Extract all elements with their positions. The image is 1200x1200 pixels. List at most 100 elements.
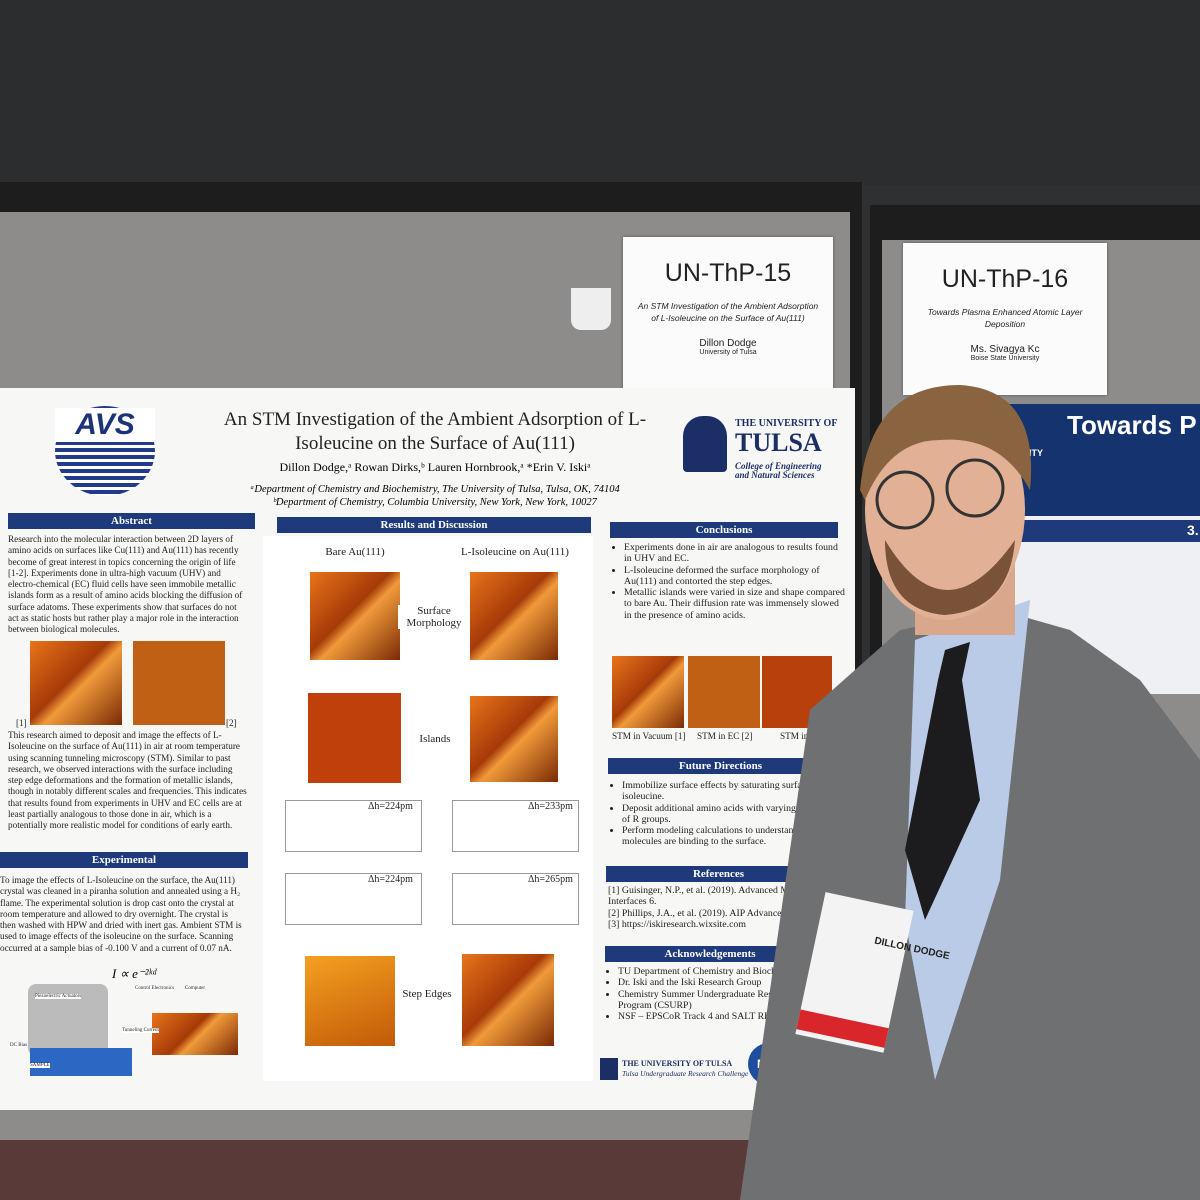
neighbor-poster: Towards P SITY 3.: [1005, 404, 1200, 694]
bullet: Chemistry Summer Undergraduate Research …: [618, 989, 828, 1012]
future-list: Immobilize surface effects by saturating…: [610, 780, 844, 848]
height-profile: [285, 873, 422, 925]
stm-image: [310, 572, 400, 660]
sign: UN-ThP-16 Towards Plasma Enhanced Atomic…: [903, 243, 1107, 395]
hair: [860, 385, 1032, 500]
tulsa-mark: [600, 1058, 618, 1080]
height-profile: [452, 873, 579, 925]
face: [865, 400, 1025, 620]
diagram-label: Control Electronics: [135, 986, 175, 991]
diagram-label: DC Bias: [10, 1043, 28, 1048]
height-profile: [285, 800, 422, 852]
footer-line: Tulsa Undergraduate Research Challenge: [622, 1069, 749, 1078]
neighbor-label: SITY: [1023, 448, 1044, 458]
stm-image: [133, 641, 225, 725]
stm-image: [308, 693, 401, 783]
bullet: Experiments done in air are analogous to…: [624, 542, 846, 565]
stm-image: [470, 696, 558, 782]
bullet: Metallic islands were varied in size and…: [624, 587, 846, 621]
references-list: [1] Guisinger, N.P., et al. (2019). Adva…: [608, 885, 828, 930]
university-line: THE UNIVERSITY OF: [735, 418, 838, 429]
stm-image: [470, 572, 558, 660]
sign-affiliation: University of Tulsa: [699, 349, 757, 356]
avs-logo: AVS: [55, 408, 155, 442]
column-label: Bare Au(111): [325, 546, 385, 558]
sign-affiliation: Boise State University: [970, 355, 1040, 362]
section-heading: Acknowledgements: [605, 946, 815, 962]
row-label: Step Edges: [402, 988, 452, 1000]
sample-block: [30, 1048, 132, 1076]
tie: [905, 642, 980, 920]
sign-author: Dillon Dodge: [699, 338, 757, 349]
height-label: Δh=224pm: [368, 874, 413, 885]
poster-title: An STM Investigation of the Ambient Adso…: [223, 409, 647, 454]
section-heading: Results and Discussion: [277, 517, 591, 533]
neighbor-band: [1005, 520, 1200, 542]
bullet: Deposit additional amino acids with vary…: [622, 803, 844, 826]
bullet: Dr. Iski and the Iski Research Group: [618, 977, 828, 988]
diagram-label: SAMPLE: [30, 1063, 50, 1068]
bullet: TU Department of Chemistry and Biochemi: [618, 966, 828, 977]
sign-code: UN-ThP-15: [664, 259, 792, 287]
bullet: Perform modeling calculations to underst…: [622, 825, 844, 848]
neighbor-title: Towards P: [1067, 410, 1197, 440]
affiliation: ᵇDepartment of Chemistry, Columbia Unive…: [273, 497, 597, 508]
height-label: Δh=224pm: [368, 801, 413, 812]
badge: [795, 892, 914, 1053]
section-heading: References: [606, 866, 831, 882]
section-heading: Abstract: [8, 513, 255, 529]
wall: [0, 0, 1200, 185]
sign: UN-ThP-15 An STM Investigation of the Am…: [623, 237, 833, 400]
affiliation: ᵃDepartment of Chemistry and Biochemistr…: [250, 484, 620, 495]
height-profile: [452, 800, 579, 852]
glasses: [945, 458, 1005, 518]
bullet: L-Isoleucine deformed the surface morpho…: [624, 565, 846, 588]
figure-label: [2]: [226, 718, 237, 728]
row-label: Islands: [419, 733, 451, 745]
poster-authors: Dillon Dodge,ᵃ Rowan Dirks,ᵇ Lauren Horn…: [279, 460, 591, 474]
caption: STM in Air: [780, 731, 823, 741]
acknowledgements-list: TU Department of Chemistry and BiochemiD…: [606, 966, 828, 1022]
stm-image: [462, 954, 554, 1046]
sign-author: Ms. Sivagya Kc: [970, 344, 1040, 355]
sign-code: UN-ThP-16: [941, 265, 1069, 293]
beard: [885, 540, 1015, 615]
stm-image: [688, 656, 760, 728]
bullet: NSF – EPSCoR Track 4 and SALT REU: [618, 1011, 828, 1022]
bullet: Immobilize surface effects by saturating…: [622, 780, 844, 803]
neighbor-section: 3.: [1187, 522, 1199, 538]
section-heading: Conclusions: [610, 522, 838, 538]
caption: STM in EC [2]: [697, 731, 753, 741]
person: DILLON DODGE: [740, 385, 1200, 1200]
footer-line: THE UNIVERSITY OF TULSA: [622, 1059, 733, 1068]
experimental-text: To image the effects of L-Isoleucine on …: [0, 875, 242, 953]
stm-image: [152, 1013, 238, 1055]
college: College of Engineering and Natural Scien…: [735, 461, 822, 480]
equation: I ∝ e⁻²ᵏᵈ: [112, 966, 157, 981]
column-label: L-Isoleucine on Au(111): [461, 546, 569, 558]
section-heading: Experimental: [0, 852, 248, 868]
diagram-label: Piezoelectric Actuators: [35, 994, 82, 999]
tulsa-crest: [683, 416, 727, 472]
caption: STM in Vacuum [1]: [612, 731, 686, 741]
stm-image: [30, 641, 122, 725]
figure-label: [1]: [16, 718, 27, 728]
abstract-text: Research into the molecular interaction …: [8, 534, 243, 635]
conclusions-list: Experiments done in air are analogous to…: [612, 542, 846, 621]
diagram-label: Computer: [185, 986, 205, 991]
reference: [1] Guisinger, N.P., et al. (2019). Adva…: [608, 885, 818, 908]
height-label: Δh=233pm: [528, 801, 573, 812]
section-heading: Future Directions: [608, 758, 833, 774]
sign-title: An STM Investigation of the Ambient Adso…: [637, 301, 819, 323]
reference: [2] Phillips, J.A., et al. (2019). AIP A…: [608, 907, 809, 919]
neighbor-header: [1005, 404, 1200, 516]
cup: [571, 288, 611, 330]
stm-image: [305, 956, 395, 1046]
height-label: Δh=265pm: [528, 874, 573, 885]
badge-band: [796, 1009, 889, 1048]
abstract-text: This research aimed to deposit and image…: [8, 730, 247, 831]
glasses: [875, 470, 935, 530]
sign-title: Towards Plasma Enhanced Atomic Layer Dep…: [927, 307, 1083, 329]
stm-image: [612, 656, 684, 728]
